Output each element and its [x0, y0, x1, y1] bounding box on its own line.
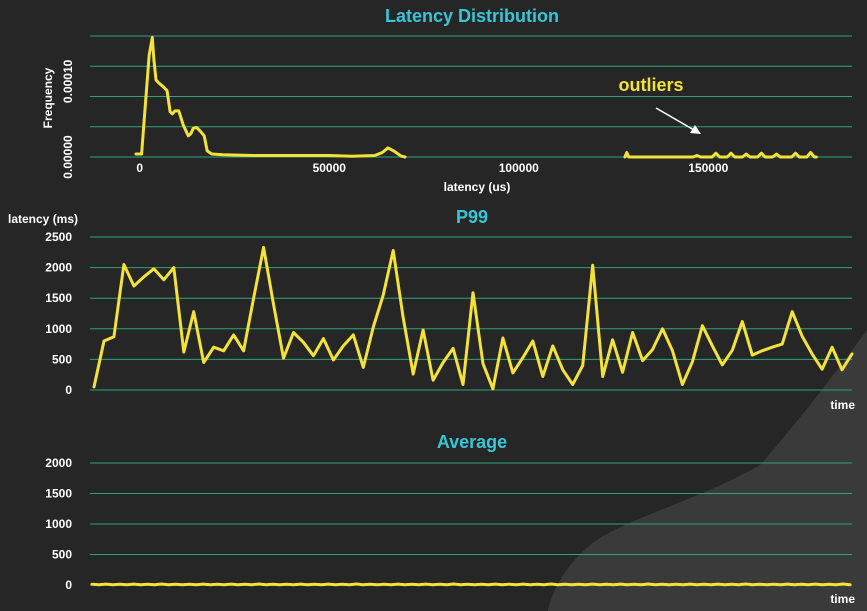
series-lines	[134, 36, 818, 159]
arrow-icon	[655, 107, 701, 134]
outliers-annotation: outliers	[618, 75, 683, 95]
y-tick-label: 500	[52, 352, 72, 366]
y-tick-label: 0	[65, 383, 72, 397]
y-tick-label: 1500	[45, 291, 72, 305]
series-line-0	[92, 245, 854, 391]
series-lines	[90, 582, 852, 587]
x-axis-label: time	[830, 398, 855, 412]
x-axis-label: time	[830, 592, 855, 606]
chart-title: Latency Distribution	[385, 6, 559, 26]
y-axis-label: Frequency	[41, 67, 55, 128]
y-tick-labels: 0.00000 0.00010	[61, 59, 75, 178]
y-tick-labels: 0 500 1000 1500 2000 2500	[45, 230, 72, 397]
y-tick-label: 1000	[45, 517, 72, 531]
p99-chart: P99 latency (ms) 0 500 1000 1500 2000 2500 ti…	[8, 207, 855, 412]
y-tick-label: 2500	[45, 230, 72, 244]
y-tick-labels: 0 500 1000 1500 2000	[45, 456, 72, 592]
series-lines	[92, 245, 854, 391]
x-tick-label: 0	[136, 161, 143, 175]
x-tick-label: 50000	[313, 161, 347, 175]
series-line-1	[623, 151, 818, 159]
y-tick-label: 0.00010	[61, 59, 75, 103]
latency-distribution-chart: Latency Distribution 0.00000 0.00010 0 500…	[41, 6, 852, 194]
chart-title: P99	[456, 207, 488, 227]
y-tick-label: 2000	[45, 261, 72, 275]
x-tick-label: 150000	[688, 161, 728, 175]
y-tick-label: 1500	[45, 487, 72, 501]
x-tick-label: 100000	[499, 161, 539, 175]
x-axis-label: latency (us)	[444, 180, 511, 194]
y-tick-label: 0	[65, 578, 72, 592]
y-tick-label: 2000	[45, 456, 72, 470]
average-chart: Average 0 500 1000 1500 2000 time	[45, 432, 855, 606]
background-swoosh	[548, 330, 867, 611]
series-line-0	[134, 36, 407, 159]
chart-title: Average	[437, 432, 507, 452]
y-axis-label: latency (ms)	[8, 212, 78, 226]
x-tick-labels: 0 50000 100000 150000	[136, 161, 728, 175]
y-tick-label: 500	[52, 548, 72, 562]
y-tick-label: 1000	[45, 322, 72, 336]
series-line-0	[90, 582, 852, 587]
y-tick-label: 0.00000	[61, 135, 75, 179]
